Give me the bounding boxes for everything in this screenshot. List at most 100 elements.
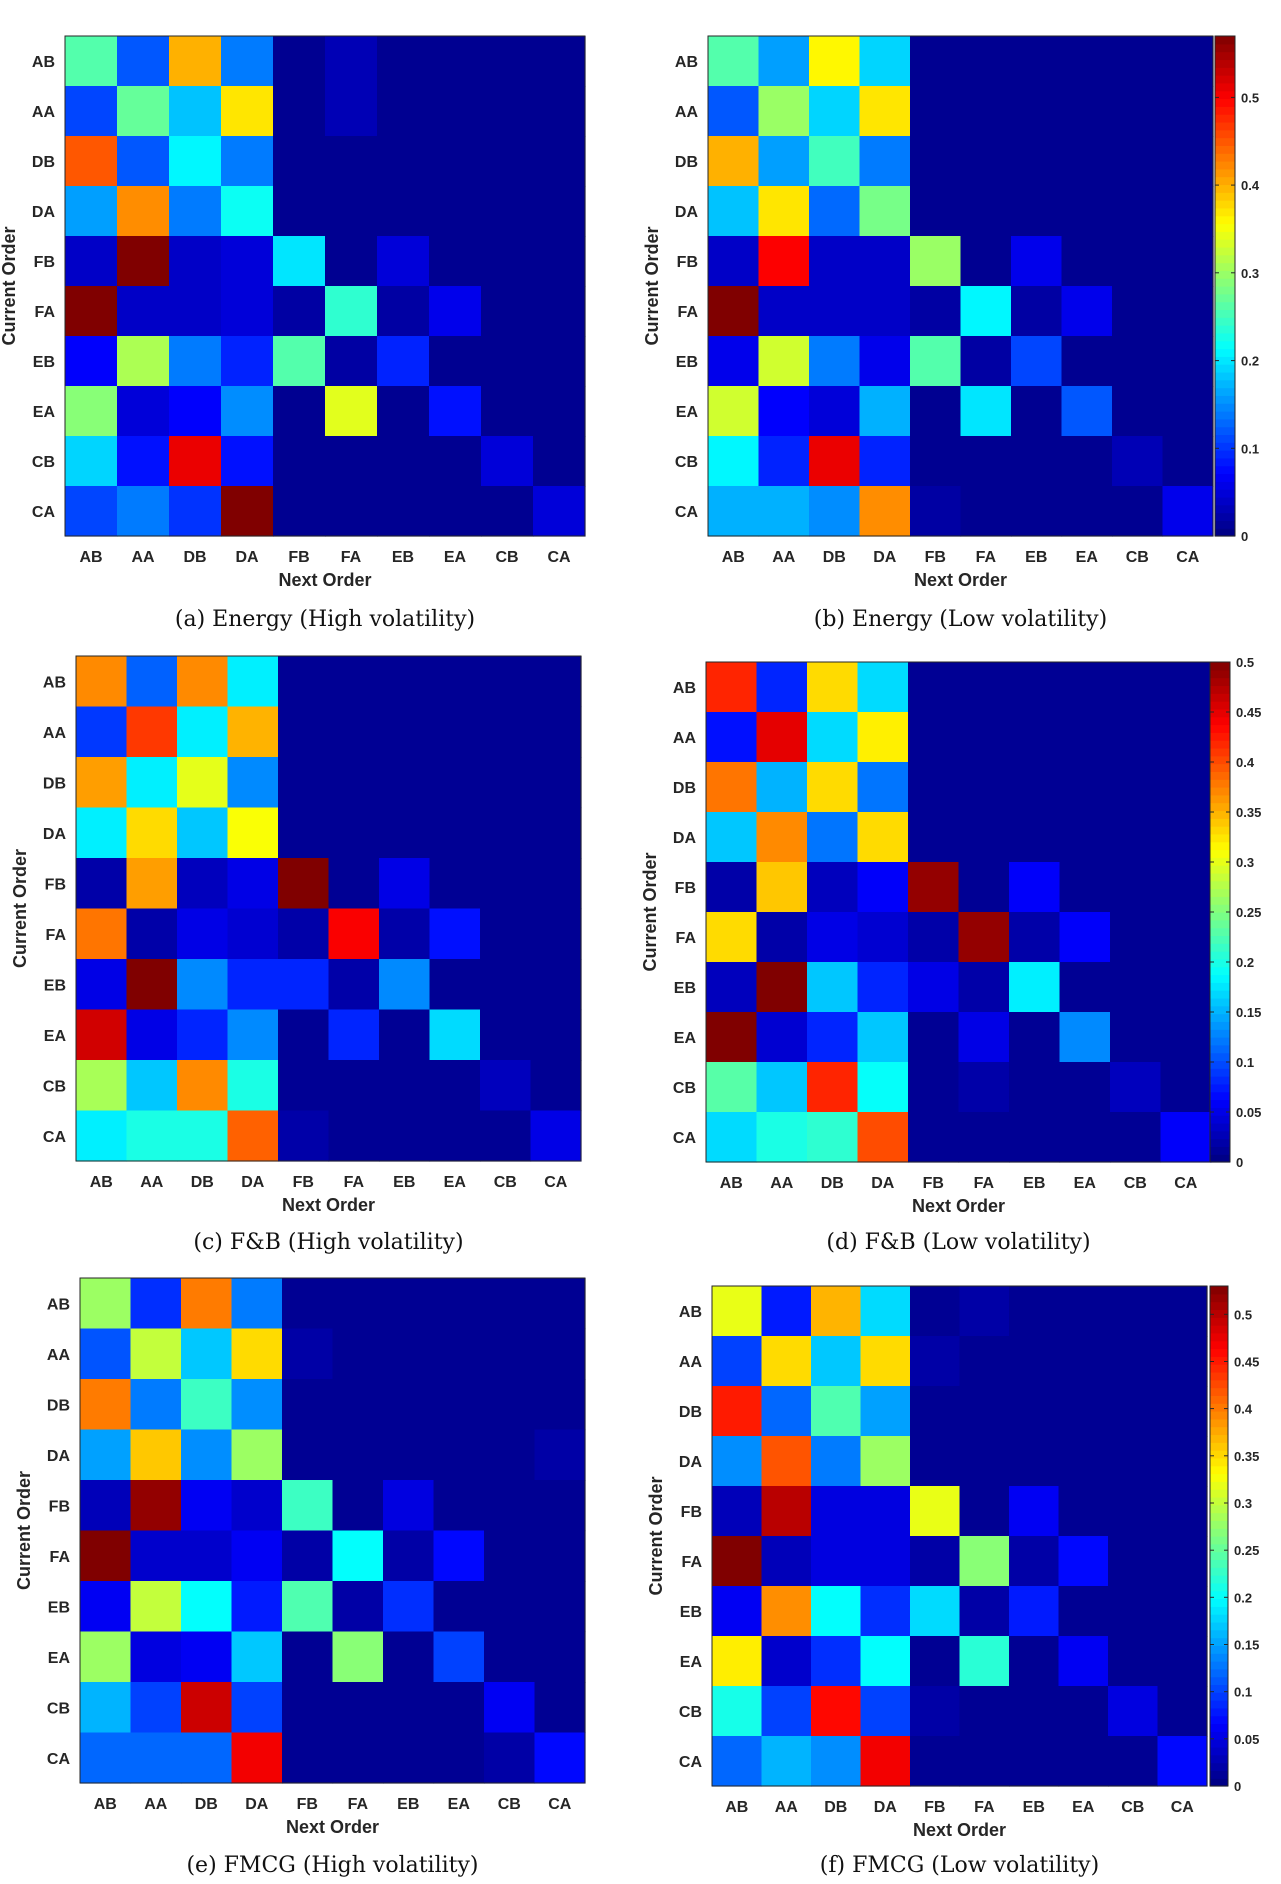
y-tick-label: AB [675,54,698,71]
heatmap-cell [117,36,170,87]
heatmap-cell [484,1530,536,1582]
heatmap-cell [910,1436,961,1487]
colorbar-segment [1215,184,1235,193]
colorbar-segment [1210,732,1230,741]
heatmap-cell [1162,136,1214,187]
heatmap-cell [117,386,170,437]
heatmap-cell [1110,712,1162,763]
heatmap-cell [1112,186,1164,237]
heatmap-cell [1059,1062,1111,1113]
heatmap-cell [758,286,810,337]
x-tick-label: EB [392,549,414,566]
y-tick-label: FB [675,880,696,897]
colorbar-segment [1215,153,1235,162]
y-tick-label: AB [47,1296,70,1313]
x-tick-label: AB [90,1174,113,1191]
heatmap-cell [811,1686,862,1737]
colorbar-tick-label: 0.1 [1234,1685,1252,1700]
heatmap-cell [177,807,229,859]
heatmap-cell [377,186,430,237]
heatmap-cell [325,36,378,87]
colorbar-tick-label: 0.5 [1241,90,1259,105]
colorbar-segment [1210,896,1230,905]
colorbar: 0 0.05 0.1 0.15 0.2 0.25 0.3 0.35 0.4 0.45 0.5 [1209,1285,1259,1794]
heatmap-cell [708,286,760,337]
colorbar-segment [1215,332,1235,342]
heatmap-cell [712,1286,763,1337]
x-tick-label: EA [1074,1175,1097,1192]
heatmap-cell [181,1429,233,1481]
x-tick-label: DB [821,1175,844,1192]
heatmap-cell [857,1062,909,1113]
colorbar-segment [1210,935,1230,944]
x-tick-label: AB [720,1175,743,1192]
heatmap-cell [332,1379,384,1431]
colorbar-segment [1210,1411,1228,1420]
heatmap-cell [756,712,808,763]
heatmap-cell [282,1429,334,1481]
heatmap-cell [379,1110,431,1162]
heatmap-cell [706,1012,758,1063]
heatmap-cell [1011,236,1063,287]
colorbar-segment [1215,442,1235,451]
x-tick-label: CA [1176,549,1200,566]
colorbar-segment [1210,1379,1228,1389]
heatmap-cell [534,1278,586,1330]
y-tick-label: FB [681,1504,702,1521]
y-tick-label: FB [34,254,55,271]
heatmap-cell [65,236,118,287]
heatmap-cell [1108,1336,1159,1387]
heatmap-cell [1160,1012,1212,1063]
heatmap-cell [1162,286,1214,337]
colorbar-segment [1215,36,1235,45]
heatmap-cell [533,186,586,237]
heatmap-cell [379,959,431,1011]
heatmap-cell [534,1682,586,1734]
colorbar-segment [1210,1465,1228,1475]
heatmap-cell [530,1060,582,1112]
heatmap-cell [708,336,760,387]
y-tick-label: CB [679,1704,702,1721]
colorbar-segment [1210,1426,1228,1436]
heatmap-cell [328,807,380,859]
heatmap-cell [1160,1062,1212,1113]
colorbar-segment [1210,1520,1228,1529]
colorbar-segment [1215,301,1235,311]
heatmap-cell [1160,1112,1212,1163]
colorbar-segment [1210,1598,1228,1607]
colorbar-segment [1210,849,1230,858]
heatmap-cell [1009,1112,1061,1163]
colorbar-segment [1215,43,1235,53]
y-tick-label: DA [675,204,699,221]
heatmap-cell [1061,386,1113,437]
heatmap-cell [811,1586,862,1637]
heatmap-cell [332,1682,384,1734]
y-tick-label: EA [44,1028,67,1045]
heatmap-cell [1059,662,1111,713]
heatmap-cell [325,486,378,537]
heatmap-cell [429,757,481,809]
heatmap-cell [758,136,810,187]
x-tick-label: FB [924,1799,945,1816]
colorbar-segment [1215,340,1235,350]
y-tick-label: AA [32,104,56,121]
heatmap-cell [1058,1336,1109,1387]
x-axis-label: Next Order [913,1820,1006,1840]
colorbar-segment [1210,1091,1230,1101]
panel-caption: (d) F&B (Low volatility) [826,1230,1090,1255]
colorbar-segment [1210,865,1230,874]
heatmap-cell [282,1328,334,1380]
colorbar-segment [1210,669,1230,679]
colorbar-segment [1210,1661,1228,1670]
heatmap-cell [181,1682,233,1734]
heatmap-cell [1061,436,1113,487]
heatmap-cell [533,86,586,137]
heatmap-cell [76,1110,128,1162]
y-axis-label: Current Order [642,226,662,345]
heatmap-cell [126,908,178,960]
heatmap-cell [80,1328,132,1380]
heatmap-cell [1059,812,1111,863]
x-tick-label: EB [1023,1799,1045,1816]
x-tick-label: AA [775,1799,799,1816]
